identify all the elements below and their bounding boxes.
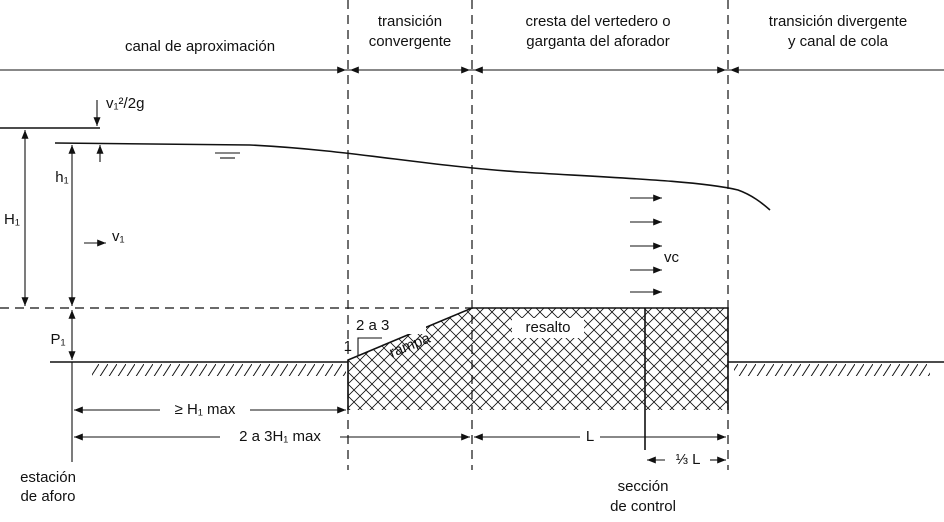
- dimension-label: L: [586, 428, 594, 445]
- crest-label: resalto: [525, 319, 570, 336]
- symbol-label: v₁²/2g: [106, 95, 144, 112]
- dimension-label: 2 a 3H₁ max: [239, 428, 321, 445]
- dimension-label: ⅓ L: [675, 451, 700, 468]
- ground-hatch: [734, 364, 930, 376]
- symbol-label: h₁: [55, 169, 68, 186]
- section-label: convergente: [369, 33, 452, 50]
- symbol-label: P₁: [50, 331, 65, 348]
- label-bg: [354, 316, 426, 334]
- section-label: garganta del aforador: [526, 33, 669, 50]
- section-label: canal de aproximación: [125, 38, 275, 55]
- ground-hatch: [92, 364, 346, 376]
- section-label: transición divergente: [769, 13, 907, 30]
- dimension-label: ≥ H₁ max: [175, 401, 236, 418]
- slope-label: 2 a 3: [356, 317, 389, 334]
- flow-arrows: [630, 194, 662, 296]
- symbol-label: H₁: [4, 211, 20, 228]
- section-label: transición: [378, 13, 442, 30]
- structure-fill: [348, 308, 728, 410]
- station-label: de aforo: [20, 488, 75, 505]
- station-label: estación: [20, 469, 76, 486]
- symbol-label: vc: [664, 249, 680, 266]
- section-label: y canal de cola: [788, 33, 889, 50]
- structure-outline: [347, 307, 729, 410]
- slope-marker: [357, 337, 382, 356]
- station-label: sección: [618, 478, 669, 495]
- station-label: de control: [610, 498, 676, 515]
- water-surface: [54, 142, 771, 211]
- symbol-label: v₁: [112, 228, 125, 245]
- label-bg: [512, 318, 584, 338]
- section-label: cresta del vertedero o: [525, 13, 670, 30]
- slope-label: 1: [344, 338, 352, 355]
